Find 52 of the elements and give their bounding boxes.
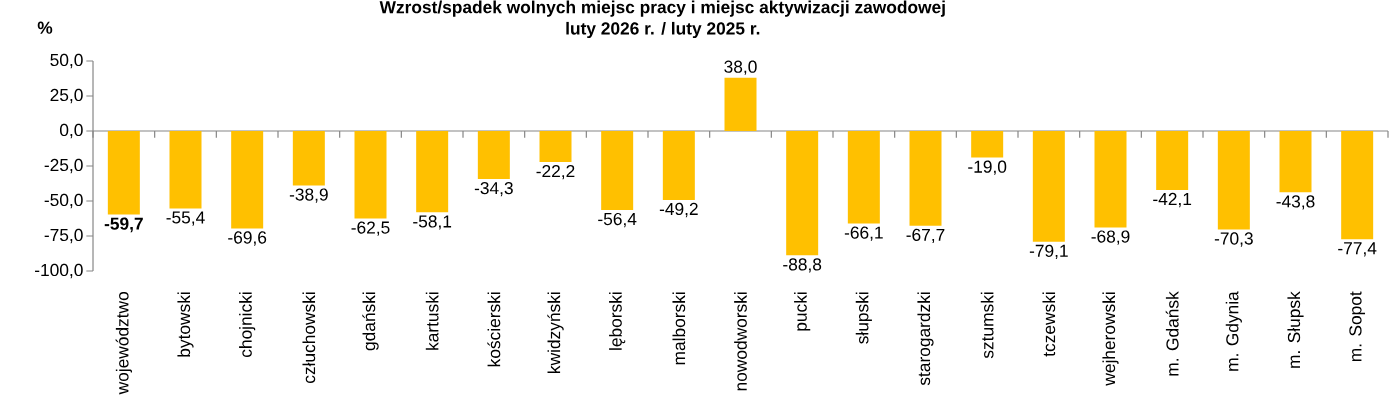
data-label: -22,2 bbox=[536, 165, 575, 180]
y-tick-label: 50,0 bbox=[50, 53, 83, 69]
x-tick-label: m. Sopot bbox=[1349, 291, 1366, 362]
data-label: -77,4 bbox=[1338, 242, 1377, 257]
y-tick-label: -50,0 bbox=[44, 193, 83, 209]
data-label: -42,1 bbox=[1153, 192, 1192, 208]
data-label: -19,0 bbox=[968, 160, 1007, 175]
x-tick-label: m. Słupsk bbox=[1287, 291, 1304, 368]
data-label: 38,0 bbox=[724, 60, 757, 75]
x-tick-label: m. Gdynia bbox=[1225, 291, 1242, 371]
data-label: -56,4 bbox=[598, 212, 637, 228]
y-tick-label: 25,0 bbox=[50, 88, 83, 104]
data-label: -38,9 bbox=[289, 188, 328, 203]
data-label: -70,3 bbox=[1214, 232, 1253, 247]
x-tick-label: m. Gdańsk bbox=[1165, 291, 1179, 376]
x-tick-label: starogardzki bbox=[917, 292, 934, 386]
data-label: -68,9 bbox=[1091, 230, 1130, 245]
data-label: -79,1 bbox=[1029, 244, 1068, 259]
x-tick-label: tczewski bbox=[1042, 292, 1056, 357]
data-label: -88,8 bbox=[783, 258, 822, 273]
x-tick-label: człuchowski bbox=[302, 292, 316, 384]
x-tick-label: bytowski bbox=[177, 292, 194, 357]
x-tick-label: słupski bbox=[855, 292, 872, 344]
data-label: -66,1 bbox=[844, 226, 883, 241]
y-axis-title: % bbox=[37, 21, 53, 34]
x-tick-label: malborski bbox=[672, 292, 686, 365]
x-tick-label: gdański bbox=[362, 292, 379, 351]
data-label: -58,1 bbox=[413, 215, 452, 230]
y-tick-label: 0,0 bbox=[59, 123, 83, 139]
y-tick-label: -100,0 bbox=[35, 263, 83, 279]
data-label: -69,6 bbox=[228, 231, 267, 246]
data-label: -34,3 bbox=[474, 181, 513, 197]
x-tick-label: nowodworski bbox=[734, 292, 747, 391]
x-tick-label: chojnicki bbox=[239, 292, 256, 358]
chart-title: Wzrost/spadek wolnych miejsc pracy i miejsc aktywizacji zawodowej bbox=[379, 0, 945, 17]
x-tick-label: sztumski bbox=[980, 292, 994, 359]
x-tick-label: województwo bbox=[115, 292, 133, 395]
chart-subtitle: luty 2026 r. / luty 2025 r. bbox=[566, 21, 760, 39]
y-tick-label: -75,0 bbox=[44, 228, 83, 244]
data-label: -62,5 bbox=[351, 221, 390, 236]
data-label: -55,4 bbox=[166, 211, 205, 226]
data-label: -49,2 bbox=[659, 202, 698, 218]
x-tick-label: wejherowski bbox=[1102, 292, 1119, 386]
y-tick-label: -25,0 bbox=[44, 158, 83, 174]
x-tick-label: pucki bbox=[794, 292, 811, 331]
x-tick-label: lęborski bbox=[609, 292, 626, 350]
data-label: -59,7 bbox=[104, 217, 143, 233]
data-label: -43,8 bbox=[1276, 195, 1315, 210]
data-label: -67,7 bbox=[906, 228, 945, 244]
x-tick-label: kwidzyński bbox=[547, 292, 564, 373]
x-tick-label: kościerski bbox=[487, 292, 501, 367]
x-tick-label: kartuski bbox=[425, 292, 439, 350]
